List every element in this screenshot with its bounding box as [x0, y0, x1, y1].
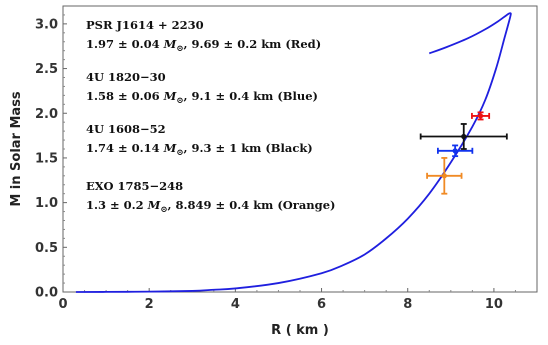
annotation-block: 4U 1820−30 1.58 ± 0.06 M⊙, 9.1 ± 0.4 km (… — [86, 70, 318, 106]
y-tick-label: 3.0 — [35, 17, 58, 32]
point-marker — [452, 148, 458, 154]
annotation-block: EXO 1785−248 1.3 ± 0.2 M⊙, 8.849 ± 0.4 km… — [86, 179, 335, 215]
annotation-name: 4U 1608−52 — [86, 122, 166, 136]
y-axis-label: M in Solar Mass — [9, 91, 24, 207]
annotation-name: EXO 1785−248 — [86, 179, 183, 193]
mass-radius-curve — [75, 12, 512, 293]
annotation-block: PSR J1614 + 2230 1.97 ± 0.04 M⊙, 9.69 ± 0… — [86, 18, 321, 54]
x-tick-label: 10 — [485, 297, 503, 312]
point-marker — [441, 173, 447, 179]
x-tick-label: 6 — [317, 297, 326, 312]
ticks-group: 0 2 4 6 8 10 0.0 0.5 1.0 1.5 2.0 2.5 3.0 — [35, 14, 516, 312]
y-tick-label: 0.0 — [35, 286, 58, 301]
points-layer — [419, 111, 508, 195]
y-tick-label: 2.0 — [35, 107, 58, 122]
annotation-values: 1.3 ± 0.2 M⊙, 8.849 ± 0.4 km (Orange) — [86, 198, 335, 215]
data-point — [419, 123, 508, 150]
point-marker — [477, 113, 484, 119]
y-tick-label: 2.5 — [35, 62, 58, 77]
annotation-values: 1.74 ± 0.14 M⊙, 9.3 ± 1 km (Black) — [86, 141, 313, 158]
annotation-name: 4U 1820−30 — [86, 70, 166, 84]
annotation-values: 1.97 ± 0.04 M⊙, 9.69 ± 0.2 km (Red) — [86, 37, 321, 54]
curve-layer — [75, 12, 512, 293]
x-tick-label: 2 — [145, 297, 154, 312]
y-tick-label: 0.5 — [35, 241, 58, 256]
x-tick-label: 8 — [403, 297, 412, 312]
point-marker — [461, 133, 467, 140]
data-point — [436, 144, 474, 158]
y-tick-label: 1.5 — [35, 151, 58, 166]
data-point — [471, 111, 491, 121]
x-tick-label: 4 — [231, 297, 240, 312]
data-point — [426, 157, 463, 195]
annotation-name: PSR J1614 + 2230 — [86, 18, 204, 32]
y-tick-label: 1.0 — [35, 196, 58, 211]
annotation-block: 4U 1608−52 1.74 ± 0.14 M⊙, 9.3 ± 1 km (Bl… — [86, 122, 313, 158]
annotation-layer: PSR J1614 + 2230 1.97 ± 0.04 M⊙, 9.69 ± 0… — [86, 18, 335, 215]
annotation-values: 1.58 ± 0.06 M⊙, 9.1 ± 0.4 km (Blue) — [86, 89, 318, 106]
x-axis-label: R ( km ) — [271, 323, 329, 338]
x-tick-label: 0 — [58, 297, 67, 312]
